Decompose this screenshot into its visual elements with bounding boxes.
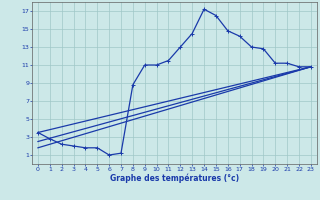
X-axis label: Graphe des températures (°c): Graphe des températures (°c): [110, 173, 239, 183]
